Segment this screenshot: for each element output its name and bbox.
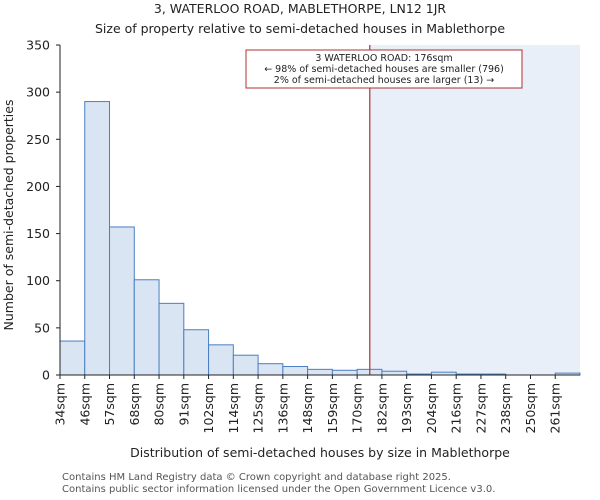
y-tick-label: 100 <box>26 273 50 288</box>
x-tick-label: 46sqm <box>77 383 92 426</box>
x-axis: 34sqm 46sqm 57sqm 68sqm 80sqm 91sqm 102sqm 114s… <box>53 374 580 433</box>
annotation-line-2: ← 98% of semi-detached houses are smalle… <box>264 64 504 75</box>
y-tick-label: 300 <box>26 85 50 100</box>
bar-102sqm <box>208 344 234 376</box>
x-tick-label: 250sqm <box>523 383 538 433</box>
x-tick-label: 102sqm <box>201 383 216 433</box>
x-tick-label: 170sqm <box>350 383 365 433</box>
x-tick-label: 182sqm <box>374 383 389 433</box>
annotation-line-1: 3 WATERLOO ROAD: 176sqm <box>315 53 452 64</box>
x-tick-label: 136sqm <box>275 383 290 433</box>
x-tick-label: 57sqm <box>102 383 117 426</box>
x-tick-label: 204sqm <box>424 383 439 433</box>
bar-182sqm <box>381 370 408 376</box>
x-tick-label: 68sqm <box>127 383 142 426</box>
chart-subtitle: Size of property relative to semi-detach… <box>95 21 505 36</box>
y-tick-label: 150 <box>26 226 50 241</box>
larger-properties-shade <box>369 45 580 375</box>
x-tick-label: 261sqm <box>548 383 563 433</box>
x-tick-label: 114sqm <box>226 383 241 433</box>
y-axis: 0 50 100 150 200 250 300 350 <box>26 38 61 383</box>
annotation-frame <box>245 49 523 89</box>
y-tick-label: 250 <box>26 132 50 147</box>
x-tick-label: 34sqm <box>53 383 68 426</box>
x-tick-label: 80sqm <box>152 383 167 426</box>
x-tick-label: 148sqm <box>300 383 315 433</box>
footer-line-2: Contains public sector information licen… <box>62 484 496 495</box>
x-tick-label: 91sqm <box>176 383 191 426</box>
y-tick-label: 200 <box>26 179 50 194</box>
x-tick-label: 159sqm <box>325 383 340 433</box>
bar-159sqm <box>331 369 358 376</box>
y-tick-label: 50 <box>34 320 50 335</box>
bar-136sqm <box>282 366 309 376</box>
bar-34sqm <box>59 340 86 376</box>
y-tick-label: 350 <box>26 38 50 53</box>
histogram-chart: 3, WATERLOO ROAD, MABLETHORPE, LN12 1JR … <box>1 1 581 460</box>
chart-title: 3, WATERLOO ROAD, MABLETHORPE, LN12 1JR <box>154 1 447 16</box>
bars-group <box>59 101 581 376</box>
y-tick-label: 0 <box>42 368 50 383</box>
footer-line-1: Contains HM Land Registry data © Crown c… <box>62 472 451 483</box>
x-tick-label: 193sqm <box>399 383 414 433</box>
bar-46sqm <box>84 101 111 376</box>
bar-148sqm <box>307 368 333 376</box>
bar-80sqm <box>158 302 185 376</box>
y-axis-label: Number of semi-detached properties <box>1 100 16 331</box>
x-tick-label: 125sqm <box>251 383 266 433</box>
x-tick-label: 227sqm <box>473 383 488 433</box>
x-axis-label: Distribution of semi-detached houses by … <box>130 445 510 460</box>
annotation-box: 3 WATERLOO ROAD: 176sqm ← 98% of semi-de… <box>245 49 523 89</box>
x-tick-label: 216sqm <box>449 383 464 433</box>
x-tick-label: 238sqm <box>498 383 513 433</box>
bar-57sqm <box>109 226 135 376</box>
annotation-line-3: 2% of semi-detached houses are larger (1… <box>274 75 494 86</box>
bar-114sqm <box>232 354 259 376</box>
bar-68sqm <box>133 279 160 376</box>
bar-125sqm <box>257 363 284 376</box>
bar-91sqm <box>183 329 210 376</box>
